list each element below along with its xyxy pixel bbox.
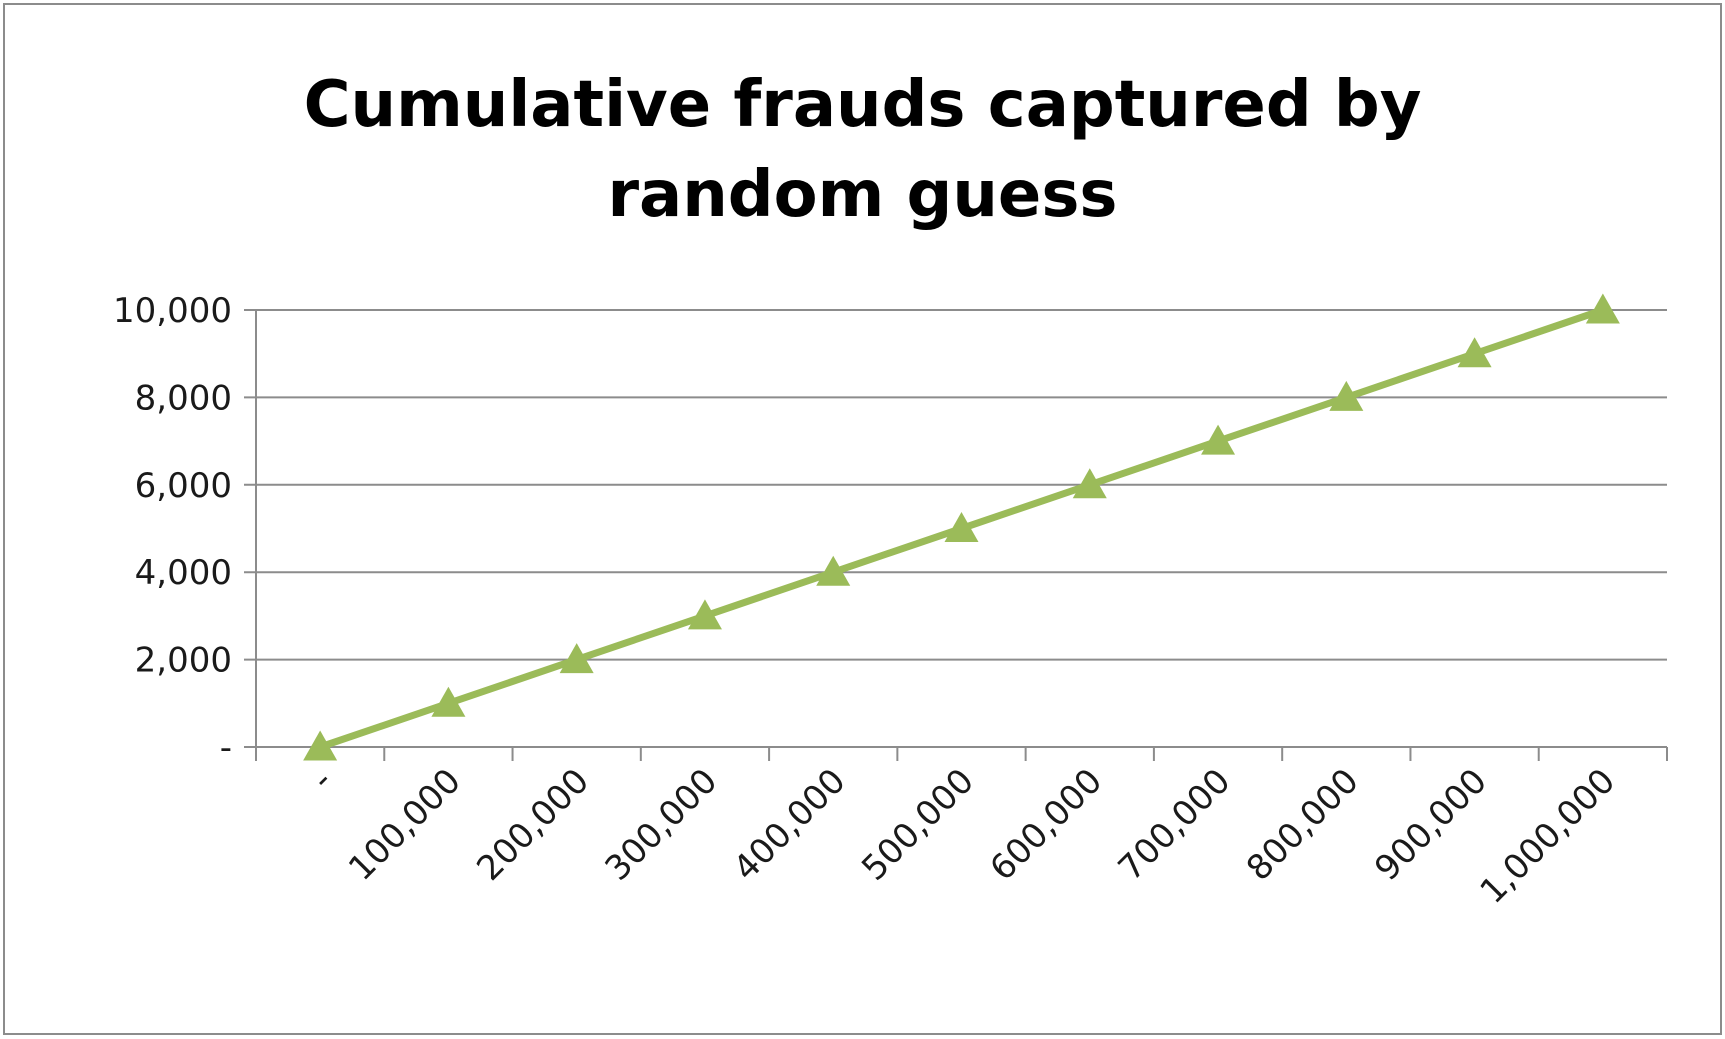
data-point-marker: [1585, 293, 1620, 324]
x-tick-label: 1,000,000: [1473, 761, 1624, 912]
x-tick-label: -: [304, 761, 341, 798]
x-tick-label: 800,000: [1239, 761, 1367, 889]
data-point-marker: [687, 599, 722, 630]
x-tick-label: 600,000: [982, 761, 1110, 889]
axes: [244, 310, 1668, 761]
x-tick-label: 900,000: [1367, 761, 1495, 889]
y-axis-tick-labels: - 2,000 4,000 6,000 8,000 10,000: [113, 291, 232, 768]
x-tick-label: 100,000: [341, 761, 469, 889]
gridlines: [244, 309, 1667, 661]
y-tick-label: 2,000: [135, 641, 232, 681]
y-tick-label: 4,000: [135, 553, 232, 593]
x-axis-tick-labels: -100,000 200,000 300,000 400,000 500,000 600,…: [304, 761, 1624, 912]
chart-title-line-1: Cumulative frauds captured by: [303, 68, 1422, 142]
data-point-marker: [1457, 337, 1492, 368]
x-tick-label: 400,000: [726, 761, 854, 889]
data-point-marker: [1072, 468, 1107, 499]
data-point-marker: [303, 730, 338, 761]
y-tick-label: -: [220, 728, 232, 768]
chart-title-line-2: random guess: [607, 158, 1118, 232]
data-point-marker: [1329, 380, 1364, 411]
y-tick-label: 10,000: [113, 291, 232, 331]
data-point-marker: [559, 643, 594, 674]
chart-title: Cumulative frauds captured by random gue…: [5, 60, 1720, 240]
series-group: [303, 293, 1620, 761]
x-tick-label: 500,000: [854, 761, 982, 889]
data-point-marker: [431, 686, 466, 717]
x-tick-label: 700,000: [1111, 761, 1239, 889]
data-point-marker: [816, 555, 851, 586]
y-tick-label: 6,000: [135, 466, 232, 506]
data-point-marker: [1201, 424, 1236, 455]
y-tick-label: 8,000: [135, 378, 232, 418]
chart-frame: Cumulative frauds captured by random gue…: [3, 3, 1722, 1035]
x-tick-label: 300,000: [598, 761, 726, 889]
x-tick-label: 200,000: [469, 761, 597, 889]
data-point-marker: [944, 512, 979, 542]
